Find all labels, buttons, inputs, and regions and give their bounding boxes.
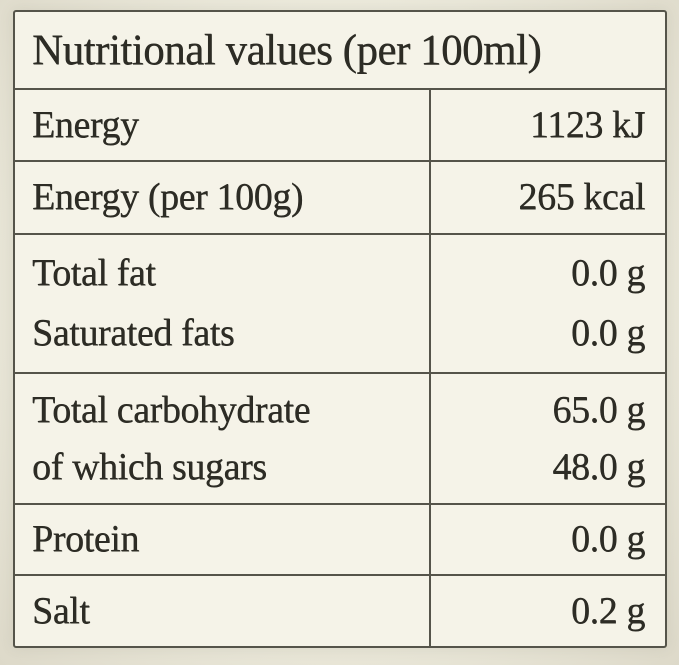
nutrient-value: 65.0 g (552, 388, 645, 431)
nutrient-label: Energy (32, 103, 139, 146)
row-fats: Total fat Saturated fats 0.0 g 0.0 g (15, 233, 665, 372)
label-column: Energy (per 100g) (15, 162, 429, 233)
nutrition-table: Nutritional values (per 100ml) Energy 11… (13, 10, 667, 648)
row-energy-kj: Energy 1123 kJ (15, 88, 665, 160)
nutrient-value: 48.0 g (552, 445, 645, 488)
value-column: 65.0 g 48.0 g (429, 374, 665, 503)
value-column: 0.2 g (429, 576, 665, 646)
nutrient-value: 1123 kJ (529, 103, 645, 146)
label-column: Total carbohydrate of which sugars (15, 374, 429, 503)
value-column: 0.0 g 0.0 g (429, 235, 665, 372)
nutrient-label: Saturated fats (32, 312, 235, 355)
label-column: Energy (15, 90, 429, 160)
nutrient-label: Energy (per 100g) (32, 176, 304, 219)
row-protein: Protein 0.0 g (15, 503, 665, 574)
label-column: Total fat Saturated fats (15, 235, 429, 372)
nutrient-value: 0.0 g (570, 518, 645, 561)
row-carbohydrates: Total carbohydrate of which sugars 65.0 … (15, 372, 665, 503)
row-energy-kcal: Energy (per 100g) 265 kcal (15, 160, 665, 233)
table-header-row: Nutritional values (per 100ml) (15, 12, 665, 88)
nutrient-label: Salt (32, 589, 90, 632)
nutrient-value: 0.0 g (570, 312, 645, 355)
nutrient-label: of which sugars (32, 445, 267, 488)
value-column: 0.0 g (429, 505, 665, 574)
label-column: Protein (15, 505, 429, 574)
value-column: 265 kcal (429, 162, 665, 233)
label-column: Salt (15, 576, 429, 646)
nutrient-value: 0.0 g (570, 252, 645, 295)
row-salt: Salt 0.2 g (15, 574, 665, 646)
value-column: 1123 kJ (429, 90, 665, 160)
nutrient-label: Total fat (32, 252, 156, 295)
nutrient-value: 265 kcal (518, 176, 645, 219)
nutrient-label: Total carbohydrate (32, 388, 311, 431)
nutrient-label: Protein (32, 518, 139, 561)
table-title: Nutritional values (per 100ml) (32, 26, 542, 74)
nutrient-value: 0.2 g (570, 589, 645, 632)
